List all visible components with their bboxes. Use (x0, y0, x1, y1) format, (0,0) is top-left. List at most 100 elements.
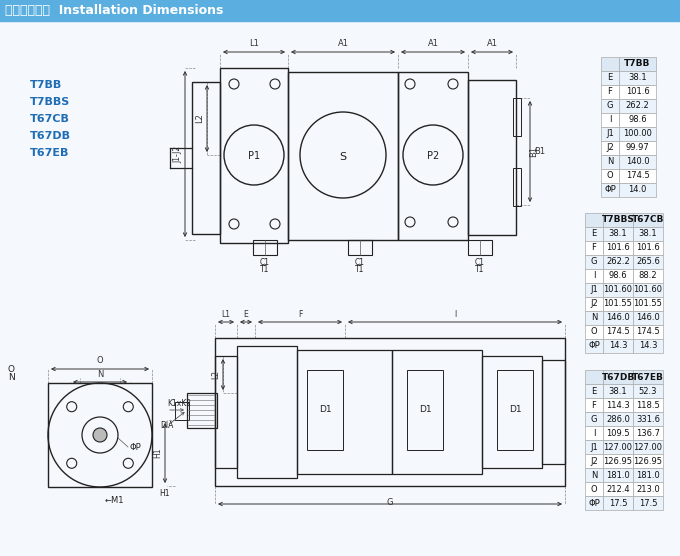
Bar (585, 426, 603, 440)
Bar (585, 339, 603, 353)
Text: 安装连接尺寸  Installation Dimensions: 安装连接尺寸 Installation Dimensions (5, 4, 223, 17)
Text: J1: J1 (606, 130, 614, 138)
Bar (603, 384, 633, 398)
Text: 213.0: 213.0 (636, 484, 660, 494)
Text: ΦP: ΦP (604, 186, 616, 195)
Text: 101.60: 101.60 (634, 285, 662, 295)
Text: 262.2: 262.2 (626, 102, 649, 111)
Text: O: O (591, 327, 597, 336)
Text: 101.55: 101.55 (634, 300, 662, 309)
Text: 109.5: 109.5 (606, 429, 630, 438)
Bar (633, 283, 663, 297)
Text: F: F (592, 400, 596, 410)
Bar (633, 297, 663, 311)
Text: O: O (8, 365, 15, 374)
Bar (585, 297, 603, 311)
Text: S: S (339, 152, 347, 162)
Bar (482, 356, 542, 468)
Text: T67CB: T67CB (30, 114, 70, 124)
Text: J2: J2 (590, 300, 598, 309)
Bar (619, 85, 656, 99)
Bar (603, 482, 633, 496)
Bar (237, 346, 297, 478)
Text: O: O (97, 356, 103, 365)
Text: 101.60: 101.60 (604, 285, 632, 295)
Bar (633, 339, 663, 353)
Bar (585, 255, 603, 269)
Text: 101.55: 101.55 (604, 300, 632, 309)
Text: 52.3: 52.3 (639, 386, 658, 395)
Text: 174.5: 174.5 (606, 327, 630, 336)
Text: 99.97: 99.97 (626, 143, 649, 152)
Text: 146.0: 146.0 (636, 314, 660, 322)
Bar (633, 269, 663, 283)
Bar (619, 99, 656, 113)
Text: 114.3: 114.3 (606, 400, 630, 410)
Bar (633, 426, 663, 440)
Text: I: I (593, 429, 595, 438)
Bar (633, 227, 663, 241)
Text: G: G (387, 498, 393, 507)
Text: 127.00: 127.00 (604, 443, 632, 451)
Bar (0, 0, 680, 21)
Bar (603, 370, 633, 384)
Bar (585, 468, 603, 482)
Text: N: N (8, 374, 15, 383)
Text: 101.6: 101.6 (636, 244, 660, 252)
Text: 100.00: 100.00 (623, 130, 652, 138)
Text: T67CB: T67CB (632, 216, 664, 225)
Text: A1: A1 (428, 39, 439, 48)
Bar (585, 311, 603, 325)
Text: E: E (243, 310, 248, 319)
Text: 174.5: 174.5 (636, 327, 660, 336)
Bar (633, 384, 663, 398)
Bar (585, 283, 603, 297)
Text: T67DB: T67DB (30, 131, 71, 141)
Text: H1: H1 (160, 489, 170, 498)
Bar (603, 440, 633, 454)
Text: ΦP: ΦP (588, 499, 600, 508)
Bar (601, 169, 619, 183)
Text: T67EB: T67EB (632, 373, 664, 381)
Bar (585, 227, 603, 241)
Text: T7BB: T7BB (624, 59, 651, 68)
Bar (585, 370, 603, 384)
Bar (585, 412, 603, 426)
Text: ΦP: ΦP (130, 443, 141, 451)
Bar (603, 269, 633, 283)
Bar (601, 113, 619, 127)
Text: J2: J2 (606, 143, 614, 152)
Bar (633, 255, 663, 269)
Text: J2: J2 (590, 456, 598, 465)
Text: 140.0: 140.0 (626, 157, 649, 166)
Bar (633, 482, 663, 496)
Text: T1: T1 (356, 265, 364, 274)
Bar (633, 496, 663, 510)
Text: E: E (592, 230, 596, 239)
Text: 14.3: 14.3 (639, 341, 658, 350)
Text: A1: A1 (337, 39, 348, 48)
Bar (633, 440, 663, 454)
Text: L1: L1 (249, 39, 259, 48)
Text: 126.95: 126.95 (634, 456, 662, 465)
Bar (603, 213, 633, 227)
Text: J1-J2: J1-J2 (173, 146, 182, 162)
Bar (601, 141, 619, 155)
Bar (48, 383, 152, 487)
Bar (601, 57, 619, 71)
Bar (215, 356, 237, 468)
Bar (633, 241, 663, 255)
Bar (513, 98, 521, 136)
Bar (288, 72, 398, 240)
Bar (187, 393, 217, 428)
Text: N: N (97, 370, 103, 379)
Text: G: G (591, 415, 597, 424)
Text: 286.0: 286.0 (606, 415, 630, 424)
Text: E: E (592, 386, 596, 395)
Bar (633, 325, 663, 339)
Text: T7BBS: T7BBS (602, 216, 634, 225)
Text: N: N (591, 314, 597, 322)
Bar (603, 283, 633, 297)
Text: 127.00: 127.00 (634, 443, 662, 451)
Bar (603, 227, 633, 241)
